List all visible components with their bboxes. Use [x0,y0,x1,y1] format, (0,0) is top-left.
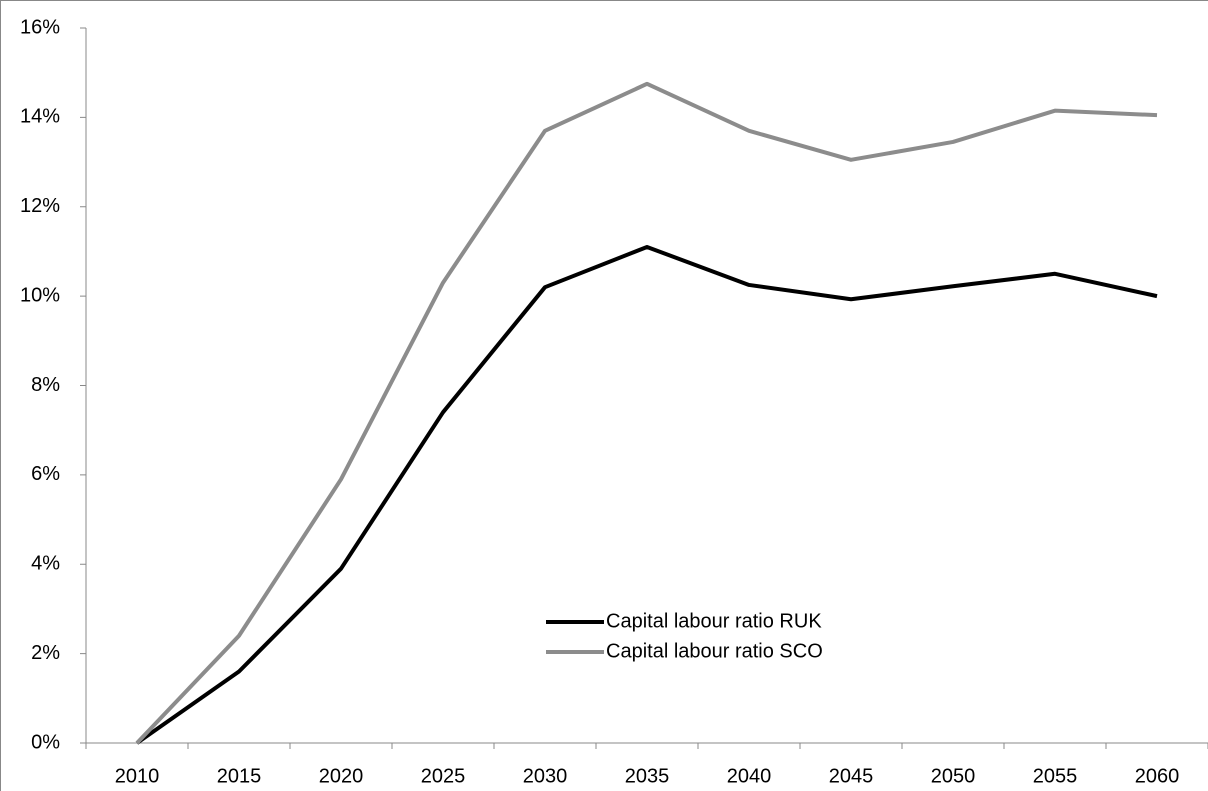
x-tick-label: 2035 [625,765,670,787]
x-tick-label: 2060 [1135,765,1180,787]
y-tick-label: 6% [31,463,60,485]
y-tick-label: 8% [31,374,60,396]
line-series [135,81,1158,745]
x-tick-label: 2020 [319,765,364,787]
x-tick-label: 2045 [829,765,874,787]
y-tick-label: 16% [20,16,60,38]
y-tick-label: 2% [31,642,60,664]
x-tick-label: 2050 [931,765,976,787]
legend-label: Capital labour ratio SCO [606,640,823,662]
y-tick-label: 12% [20,195,60,217]
y-tick-label: 0% [31,731,60,753]
x-tick-label: 2030 [523,765,568,787]
y-tick-label: 10% [20,284,60,306]
y-tick-label: 14% [20,106,60,128]
x-tick-label: 2055 [1033,765,1078,787]
x-tick-label: 2010 [115,765,160,787]
x-tick-label: 2025 [421,765,466,787]
x-tick-label: 2015 [217,765,262,787]
x-tick-label: 2040 [727,765,772,787]
line-series [135,244,1158,745]
y-tick-label: 4% [31,553,60,575]
legend-label: Capital labour ratio RUK [606,610,822,632]
